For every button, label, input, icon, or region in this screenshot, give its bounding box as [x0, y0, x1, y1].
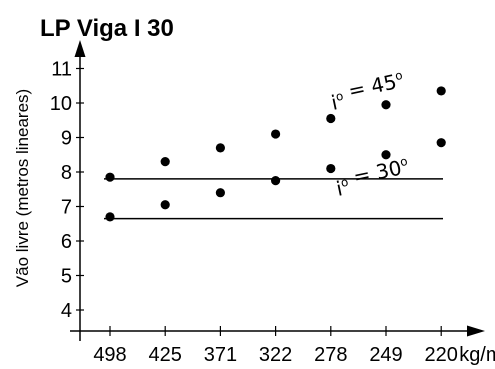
data-point	[326, 163, 336, 174]
x-tick-label: 220	[425, 344, 458, 366]
angle-annotation: io = 45o	[327, 68, 407, 115]
x-tick-label: 371	[204, 344, 237, 366]
y-tick-label: 8	[61, 162, 72, 184]
x-axis	[70, 325, 485, 337]
y-tick-label: 9	[61, 128, 72, 150]
data-point	[271, 129, 281, 139]
data-point	[105, 172, 115, 182]
x-tick-label: 249	[369, 344, 402, 366]
data-point	[271, 176, 281, 186]
x-tick-label: 322	[259, 344, 292, 366]
data-point	[160, 200, 170, 210]
x-tick-label: 498	[93, 344, 126, 366]
data-points	[105, 86, 446, 222]
x-unit-label: kg/mt²	[459, 344, 495, 366]
y-axis-label: Vão livre (metros lineares)	[13, 89, 32, 287]
data-point	[381, 100, 391, 110]
reference-lines: io = 45o io = 30o	[104, 68, 443, 220]
data-point	[436, 86, 446, 96]
y-tick-label: 4	[61, 300, 72, 322]
x-tick-label: 278	[314, 344, 347, 366]
y-tick-label: 5	[61, 266, 72, 288]
y-tick-label: 10	[50, 93, 72, 115]
y-tick-label: 7	[61, 197, 72, 219]
data-point	[381, 150, 391, 160]
data-point	[215, 188, 225, 198]
y-tick-label: 11	[51, 59, 72, 81]
y-axis	[74, 40, 86, 341]
y-ticks: 4 5 6 7 8 9 10 11	[50, 59, 84, 322]
angle-annotation: io = 30o	[332, 154, 412, 201]
x-tick-label: 425	[149, 344, 182, 366]
data-point	[105, 212, 115, 222]
data-point	[160, 157, 170, 167]
y-tick-label: 6	[61, 231, 72, 253]
data-point	[436, 138, 446, 148]
data-point	[215, 143, 225, 153]
data-point	[326, 113, 336, 124]
chart-title: LP Viga I 30	[40, 15, 174, 42]
